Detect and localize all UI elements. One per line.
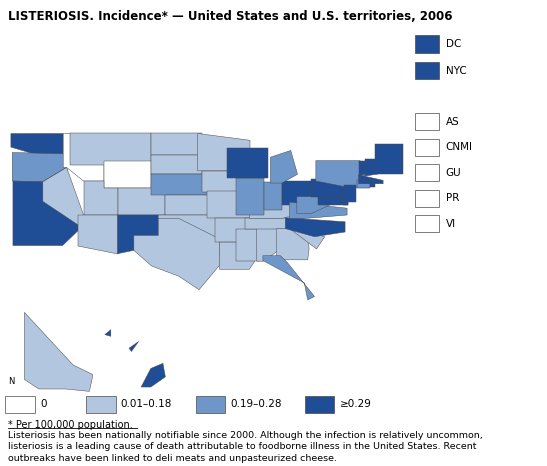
Polygon shape <box>207 191 253 219</box>
Polygon shape <box>11 133 63 157</box>
Text: AS: AS <box>446 117 459 127</box>
Bar <box>415 139 439 156</box>
Polygon shape <box>134 219 220 290</box>
Text: 0: 0 <box>40 399 46 410</box>
Bar <box>415 164 439 181</box>
Text: NYC: NYC <box>446 66 467 75</box>
Bar <box>415 35 439 53</box>
Polygon shape <box>375 144 403 173</box>
Polygon shape <box>227 148 269 178</box>
Polygon shape <box>152 155 202 174</box>
Bar <box>415 190 439 207</box>
Polygon shape <box>263 256 315 300</box>
Polygon shape <box>202 171 246 192</box>
Polygon shape <box>78 215 118 254</box>
Text: DC: DC <box>446 39 461 49</box>
Bar <box>415 215 439 232</box>
Polygon shape <box>311 179 351 197</box>
Bar <box>415 113 439 130</box>
Text: CNMI: CNMI <box>446 142 473 152</box>
Polygon shape <box>165 195 216 215</box>
Polygon shape <box>129 342 139 351</box>
Text: Listeriosis has been nationally notifiable since 2000. Although the infection is: Listeriosis has been nationally notifiab… <box>8 431 483 463</box>
Polygon shape <box>118 188 165 215</box>
Polygon shape <box>276 229 309 260</box>
Polygon shape <box>12 152 67 182</box>
Polygon shape <box>141 363 165 387</box>
Polygon shape <box>370 181 375 187</box>
Polygon shape <box>249 204 301 219</box>
Polygon shape <box>270 151 298 183</box>
Bar <box>305 397 334 413</box>
Polygon shape <box>345 185 356 202</box>
Polygon shape <box>118 215 158 254</box>
Polygon shape <box>152 174 211 195</box>
Polygon shape <box>365 158 377 176</box>
Polygon shape <box>70 133 152 165</box>
Text: N: N <box>9 377 15 386</box>
Bar <box>5 397 34 413</box>
Polygon shape <box>316 161 369 188</box>
Bar <box>196 397 225 413</box>
Polygon shape <box>158 215 217 238</box>
Polygon shape <box>286 218 345 237</box>
Polygon shape <box>257 229 281 261</box>
Text: 0.19–0.28: 0.19–0.28 <box>230 399 282 410</box>
Polygon shape <box>343 196 348 205</box>
Polygon shape <box>13 167 79 246</box>
Bar <box>86 397 115 413</box>
Polygon shape <box>297 197 330 213</box>
Text: PR: PR <box>446 193 459 203</box>
Polygon shape <box>236 178 264 215</box>
Polygon shape <box>282 181 311 205</box>
Polygon shape <box>236 229 259 261</box>
Polygon shape <box>216 219 249 242</box>
Polygon shape <box>105 329 111 336</box>
Polygon shape <box>359 175 383 184</box>
Polygon shape <box>104 161 152 188</box>
Polygon shape <box>318 197 348 205</box>
Text: * Per 100,000 population.: * Per 100,000 population. <box>8 420 133 430</box>
Polygon shape <box>357 180 370 188</box>
Polygon shape <box>63 133 104 181</box>
Text: ≥0.29: ≥0.29 <box>339 399 371 410</box>
Polygon shape <box>197 133 250 171</box>
Polygon shape <box>264 182 282 210</box>
Polygon shape <box>152 133 202 155</box>
Polygon shape <box>43 167 84 229</box>
Polygon shape <box>245 218 304 229</box>
Polygon shape <box>359 161 373 176</box>
Bar <box>415 62 439 79</box>
Polygon shape <box>25 312 93 391</box>
Text: LISTERIOSIS. Incidence* — United States and U.S. territories, 2006: LISTERIOSIS. Incidence* — United States … <box>8 10 453 23</box>
Polygon shape <box>289 202 347 219</box>
Text: GU: GU <box>446 168 462 178</box>
Text: VI: VI <box>446 219 456 228</box>
Polygon shape <box>219 242 255 269</box>
Text: 0.01–0.18: 0.01–0.18 <box>121 399 172 410</box>
Polygon shape <box>84 181 118 215</box>
Polygon shape <box>292 227 325 249</box>
